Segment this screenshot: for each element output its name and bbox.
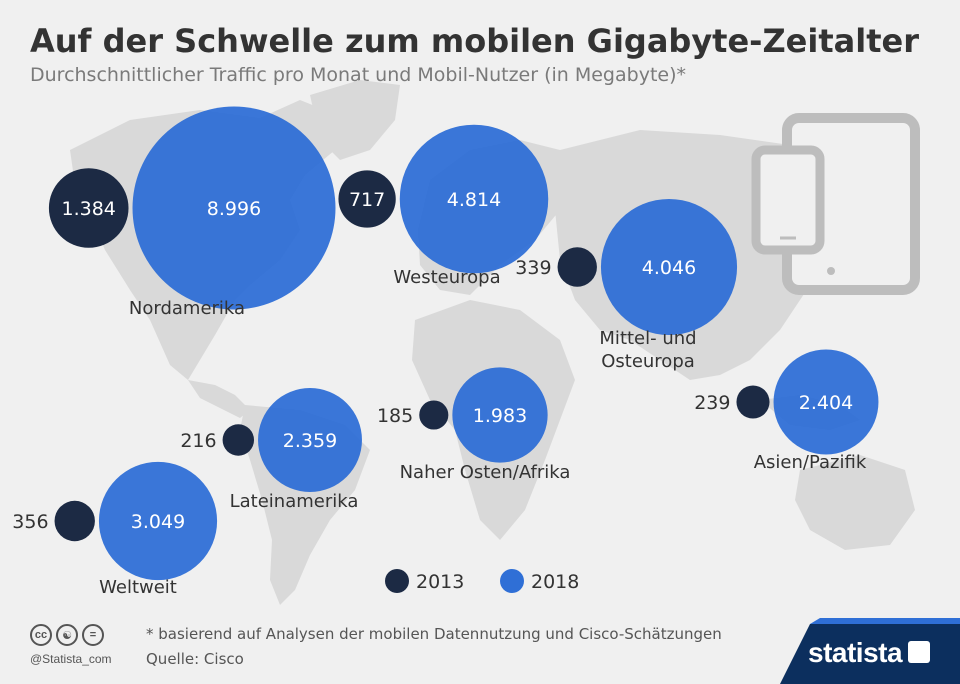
bubble-2013-westeuropa <box>338 170 396 228</box>
creative-commons-icon: cc <box>30 624 52 646</box>
bubble-2013-nordamerika <box>48 168 129 248</box>
value-label-2013-weltweit: 356 <box>12 511 48 533</box>
value-label-2013-lateinamerika: 216 <box>180 430 216 452</box>
no-derivatives-icon: = <box>82 624 104 646</box>
region-label-lateinamerika: Lateinamerika <box>230 491 359 512</box>
bubble-2013-mittel-und-osteuropa <box>557 247 597 287</box>
brand-band <box>780 618 960 684</box>
license-icons: cc ☯ = <box>30 624 104 646</box>
region-label-naher-osten-afrika: Naher Osten/Afrika <box>400 462 571 483</box>
value-label-2013-naher-osten-afrika: 185 <box>377 405 413 427</box>
smartphone-icon <box>751 145 825 255</box>
bubble-2018-lateinamerika <box>258 388 362 492</box>
value-label-2018-naher-osten-afrika: 1.983 <box>473 405 527 427</box>
value-label-2013-westeuropa: 717 <box>349 189 385 211</box>
source-note: Quelle: Cisco <box>146 650 244 668</box>
continent-greenland <box>310 80 400 160</box>
legend-label-2018: 2018 <box>531 571 579 593</box>
region-label-mittel-und-osteuropa-line1: Mittel- und <box>599 328 696 349</box>
bubble-2018-mittel-und-osteuropa <box>600 198 738 336</box>
footnote: * basierend auf Analysen der mobilen Dat… <box>146 625 722 643</box>
statista-logo-text: statista <box>808 637 903 668</box>
bubble-layer: 8.996 1.384 Nordamerika 4.814 717 Westeuropa 4… <box>12 106 879 598</box>
bubble-2018-weltweit <box>98 461 218 581</box>
region-label-westeuropa: Westeuropa <box>393 267 500 288</box>
value-label-2018-mittel-und-osteuropa: 4.046 <box>642 257 696 279</box>
attribution-icon: ☯ <box>56 624 78 646</box>
value-label-2018-lateinamerika: 2.359 <box>283 430 337 452</box>
bubble-2013-naher-osten-afrika <box>419 400 449 430</box>
chart-title: Auf der Schwelle zum mobilen Gigabyte-Ze… <box>30 22 919 60</box>
region-label-nordamerika: Nordamerika <box>129 298 245 319</box>
region-label-weltweit: Weltweit <box>99 577 177 598</box>
chart-subtitle: Durchschnittlicher Traffic pro Monat und… <box>30 64 686 86</box>
mobile-devices-illustration <box>751 113 920 295</box>
value-label-2013-mittel-und-osteuropa: 339 <box>515 257 551 279</box>
statista-logo-icon <box>908 641 930 663</box>
bubble-2018-naher-osten-afrika <box>452 367 548 463</box>
legend: 2013 2018 <box>385 569 579 593</box>
region-label-asien-pazifik: Asien/Pazifik <box>754 452 867 473</box>
legend-marker-2018 <box>500 569 524 593</box>
legend-label-2013: 2013 <box>416 571 464 593</box>
bubble-2018-westeuropa <box>399 124 549 274</box>
value-label-2013-nordamerika: 1.384 <box>62 198 116 220</box>
continent-central-america <box>188 380 250 418</box>
bubble-2013-lateinamerika <box>222 424 255 456</box>
value-label-2018-weltweit: 3.049 <box>131 511 185 533</box>
legend-marker-2013 <box>385 569 409 593</box>
statista-credit: @Statista_com <box>30 652 112 666</box>
value-label-2018-asien-pazifik: 2.404 <box>799 392 853 414</box>
bubble-2013-weltweit <box>54 500 95 542</box>
continent-australia <box>795 455 915 550</box>
bubble-2018-nordamerika <box>132 106 336 310</box>
value-label-2018-nordamerika: 8.996 <box>207 198 261 220</box>
value-label-2018-westeuropa: 4.814 <box>447 189 501 211</box>
bubble-2018-asien-pazifik <box>773 349 879 455</box>
region-label-mittel-und-osteuropa-line2: Osteuropa <box>601 351 695 372</box>
bubble-2013-asien-pazifik <box>736 385 770 419</box>
value-label-2013-asien-pazifik: 239 <box>694 392 730 414</box>
